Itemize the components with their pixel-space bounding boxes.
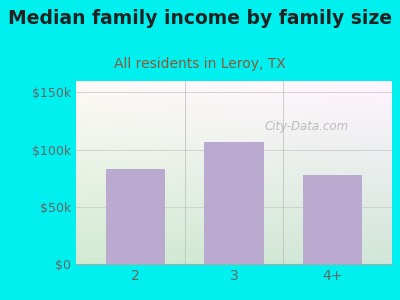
Text: Median family income by family size: Median family income by family size (8, 9, 392, 28)
Text: City-Data.com: City-Data.com (265, 120, 349, 133)
Text: All residents in Leroy, TX: All residents in Leroy, TX (114, 57, 286, 71)
Bar (303, 175, 362, 264)
Bar (106, 169, 165, 264)
Bar (204, 142, 264, 264)
